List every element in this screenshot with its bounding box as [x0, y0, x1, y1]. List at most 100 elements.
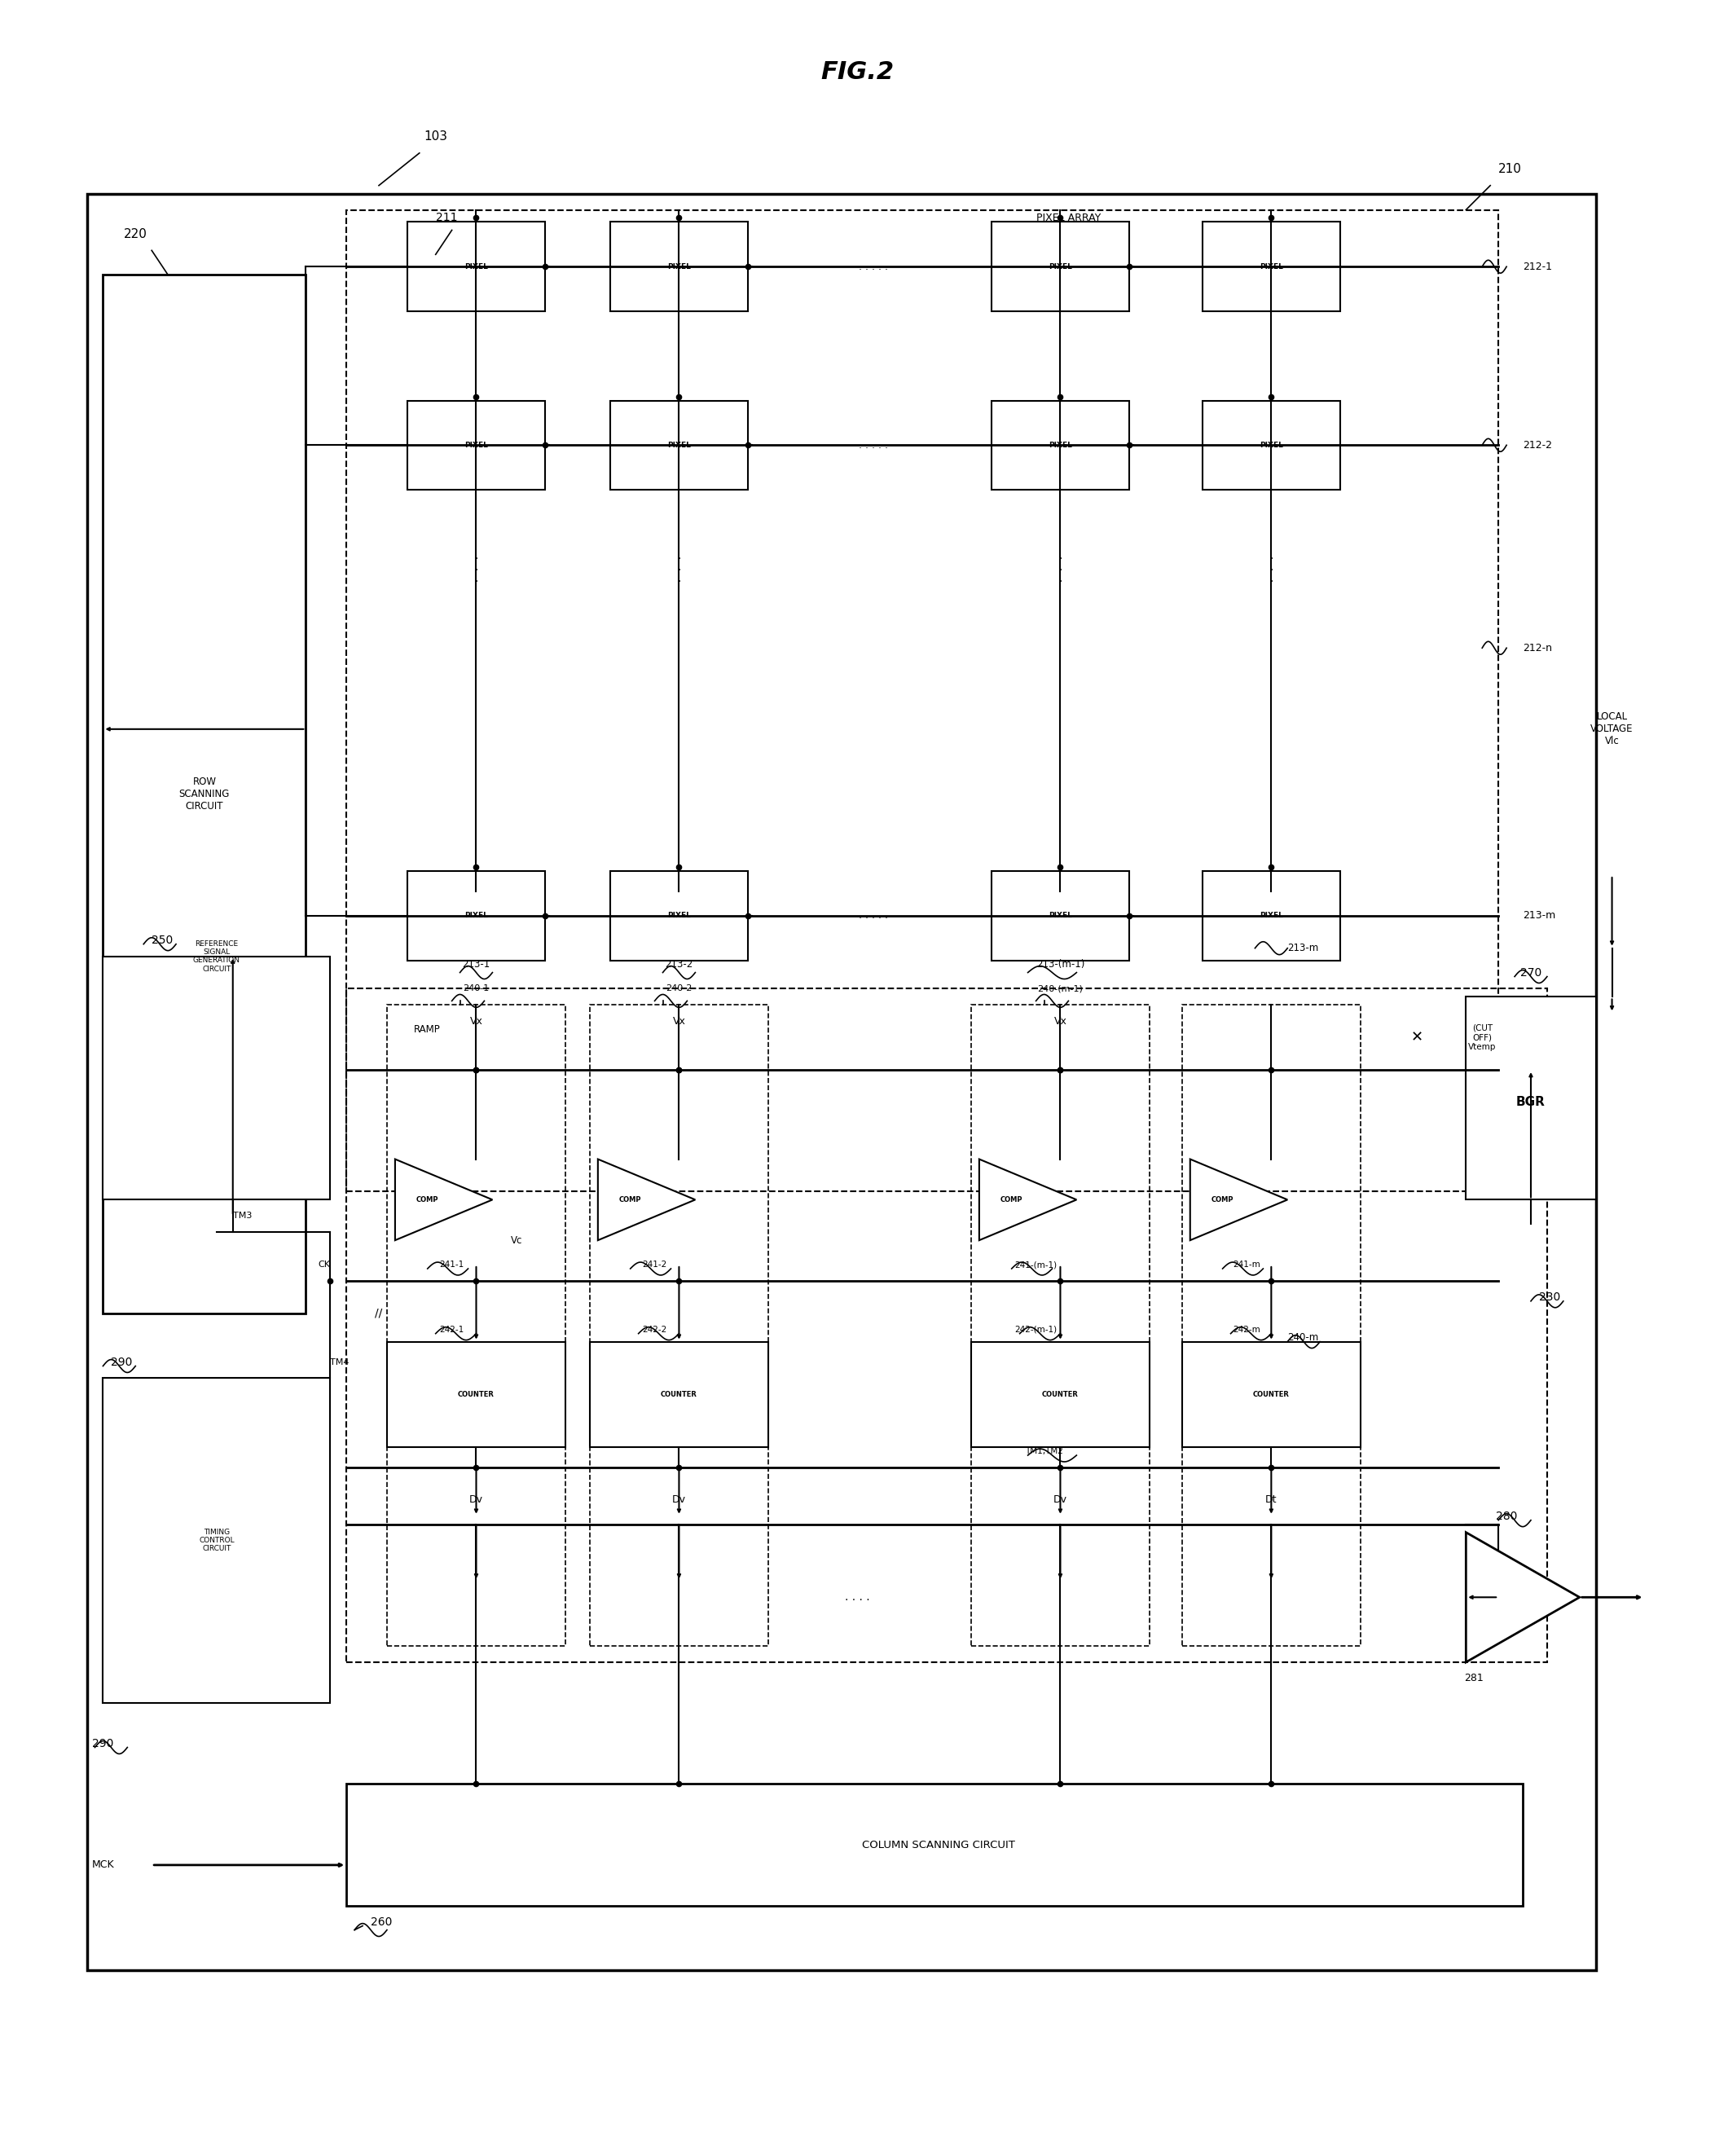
Bar [611, 401, 748, 489]
Text: 241-2: 241-2 [643, 1261, 667, 1268]
Text: 281: 281 [1465, 1673, 1483, 1684]
Text: COUNTER: COUNTER [1254, 1391, 1290, 1397]
Bar [1182, 1341, 1360, 1447]
Text: COMP: COMP [619, 1197, 641, 1203]
Bar [991, 871, 1128, 959]
Text: 212-1: 212-1 [1523, 261, 1552, 272]
Bar [103, 274, 305, 1313]
Bar [103, 1378, 331, 1703]
Text: (CUT
OFF)
Vtemp: (CUT OFF) Vtemp [1468, 1024, 1495, 1050]
Bar [611, 871, 748, 959]
Text: . . . . .: . . . . . [859, 440, 888, 451]
Text: PIXEL ARRAY: PIXEL ARRAY [1036, 213, 1101, 224]
Text: 242-1: 242-1 [439, 1326, 465, 1335]
Bar [971, 1005, 1149, 1645]
Text: 280: 280 [1495, 1511, 1518, 1522]
Bar [346, 990, 1547, 1662]
Bar [406, 401, 545, 489]
Text: COUNTER: COUNTER [660, 1391, 698, 1397]
Text: BGR: BGR [1516, 1095, 1545, 1108]
Text: 230: 230 [1538, 1291, 1561, 1302]
Bar [406, 222, 545, 310]
Text: REFERENCE
SIGNAL
GENERATION
CIRCUIT: REFERENCE SIGNAL GENERATION CIRCUIT [194, 940, 240, 972]
Text: .
.
.: . . . [475, 550, 478, 584]
Bar [1182, 1005, 1360, 1645]
Polygon shape [979, 1160, 1077, 1240]
Text: 213-m: 213-m [1288, 942, 1319, 953]
Polygon shape [599, 1160, 695, 1240]
Bar [1466, 996, 1595, 1199]
Text: 260: 260 [370, 1917, 393, 1927]
Text: . . . . .: . . . . . [859, 261, 888, 272]
Text: .
.
.: . . . [1269, 550, 1273, 584]
Text: 250: 250 [151, 934, 173, 946]
Text: MCK: MCK [93, 1861, 115, 1869]
Text: Vx: Vx [1053, 1015, 1067, 1026]
Text: TM1,TM2: TM1,TM2 [1026, 1447, 1063, 1455]
Text: PIXEL: PIXEL [1048, 442, 1072, 448]
Text: TM4: TM4 [331, 1358, 350, 1367]
Polygon shape [394, 1160, 492, 1240]
Bar [406, 871, 545, 959]
Text: PIXEL: PIXEL [1259, 912, 1283, 918]
Text: PIXEL: PIXEL [1259, 442, 1283, 448]
Text: 290: 290 [93, 1738, 113, 1749]
Bar [388, 1341, 566, 1447]
Bar [1202, 871, 1339, 959]
Text: 270: 270 [1519, 966, 1542, 979]
Bar [991, 222, 1128, 310]
Bar [1202, 222, 1339, 310]
Text: 210: 210 [1499, 164, 1521, 175]
Text: 213-2: 213-2 [665, 959, 693, 970]
Text: Vx: Vx [470, 1015, 482, 1026]
Text: PIXEL: PIXEL [465, 442, 489, 448]
Text: . . . . .: . . . . . [859, 910, 888, 921]
Text: TM3: TM3 [233, 1212, 252, 1220]
Text: PIXEL: PIXEL [1259, 263, 1283, 270]
Text: Vc: Vc [511, 1235, 523, 1246]
Text: PIXEL: PIXEL [667, 442, 691, 448]
Polygon shape [1466, 1533, 1580, 1662]
Text: FIG.2: FIG.2 [821, 60, 894, 84]
Bar [87, 194, 1595, 1971]
Text: COMP: COMP [1000, 1197, 1022, 1203]
Bar [1202, 401, 1339, 489]
Text: .
.
.: . . . [1058, 550, 1062, 584]
Bar [346, 1783, 1523, 1906]
Text: 240-(m-1): 240-(m-1) [1038, 985, 1084, 992]
Bar [388, 1005, 566, 1645]
Text: ROW
SCANNING
CIRCUIT: ROW SCANNING CIRCUIT [178, 776, 230, 811]
Text: 242-m: 242-m [1233, 1326, 1261, 1335]
Text: 240-1: 240-1 [463, 985, 489, 992]
Text: PIXEL: PIXEL [465, 263, 489, 270]
Text: Dv: Dv [672, 1494, 686, 1505]
Text: COUNTER: COUNTER [1043, 1391, 1079, 1397]
Text: COMP: COMP [1211, 1197, 1233, 1203]
Bar [590, 1005, 768, 1645]
Text: . . . .: . . . . [845, 1591, 870, 1602]
Text: 241-m: 241-m [1233, 1261, 1261, 1268]
Text: 212-n: 212-n [1523, 642, 1552, 653]
Text: //: // [376, 1307, 382, 1319]
Text: 220: 220 [123, 229, 147, 239]
Bar [590, 1341, 768, 1447]
Text: COLUMN SCANNING CIRCUIT: COLUMN SCANNING CIRCUIT [863, 1839, 1015, 1850]
Bar [103, 957, 331, 1199]
Text: LOCAL
VOLTAGE
Vlc: LOCAL VOLTAGE Vlc [1590, 711, 1633, 746]
Text: 241-1: 241-1 [439, 1261, 465, 1268]
Text: 241-(m-1): 241-(m-1) [1015, 1261, 1056, 1268]
Text: RAMP: RAMP [415, 1024, 441, 1035]
Text: PIXEL: PIXEL [667, 912, 691, 918]
Text: 212-2: 212-2 [1523, 440, 1552, 451]
Text: 211: 211 [436, 211, 458, 224]
Bar [971, 1341, 1149, 1447]
Text: TIMING
CONTROL
CIRCUIT: TIMING CONTROL CIRCUIT [199, 1529, 235, 1552]
Text: PIXEL: PIXEL [667, 263, 691, 270]
Text: Dt: Dt [1266, 1494, 1278, 1505]
Text: CK: CK [317, 1261, 331, 1268]
Text: 242-2: 242-2 [643, 1326, 667, 1335]
Bar [611, 222, 748, 310]
Text: 213-1: 213-1 [463, 959, 490, 970]
Text: PIXEL: PIXEL [1048, 912, 1072, 918]
Polygon shape [1190, 1160, 1288, 1240]
